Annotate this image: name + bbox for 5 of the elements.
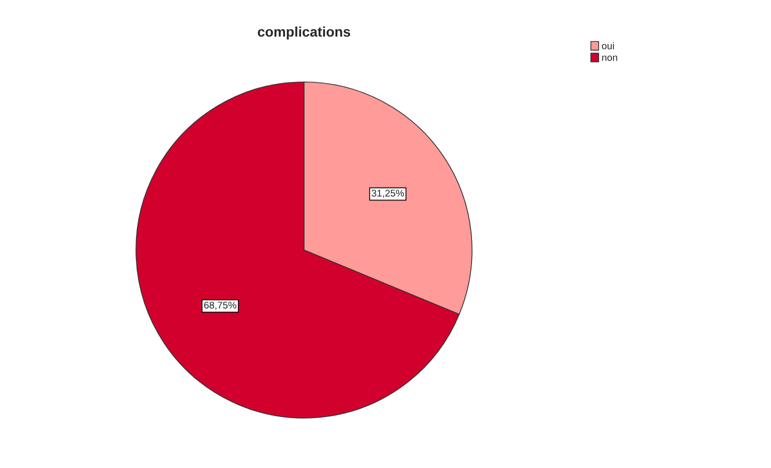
legend-label: non bbox=[602, 56, 618, 61]
legend-label: oui bbox=[602, 42, 614, 50]
data-label: 31,25% bbox=[372, 190, 404, 198]
data-label: 68,75% bbox=[204, 302, 236, 310]
chart-title: complications bbox=[258, 26, 350, 40]
